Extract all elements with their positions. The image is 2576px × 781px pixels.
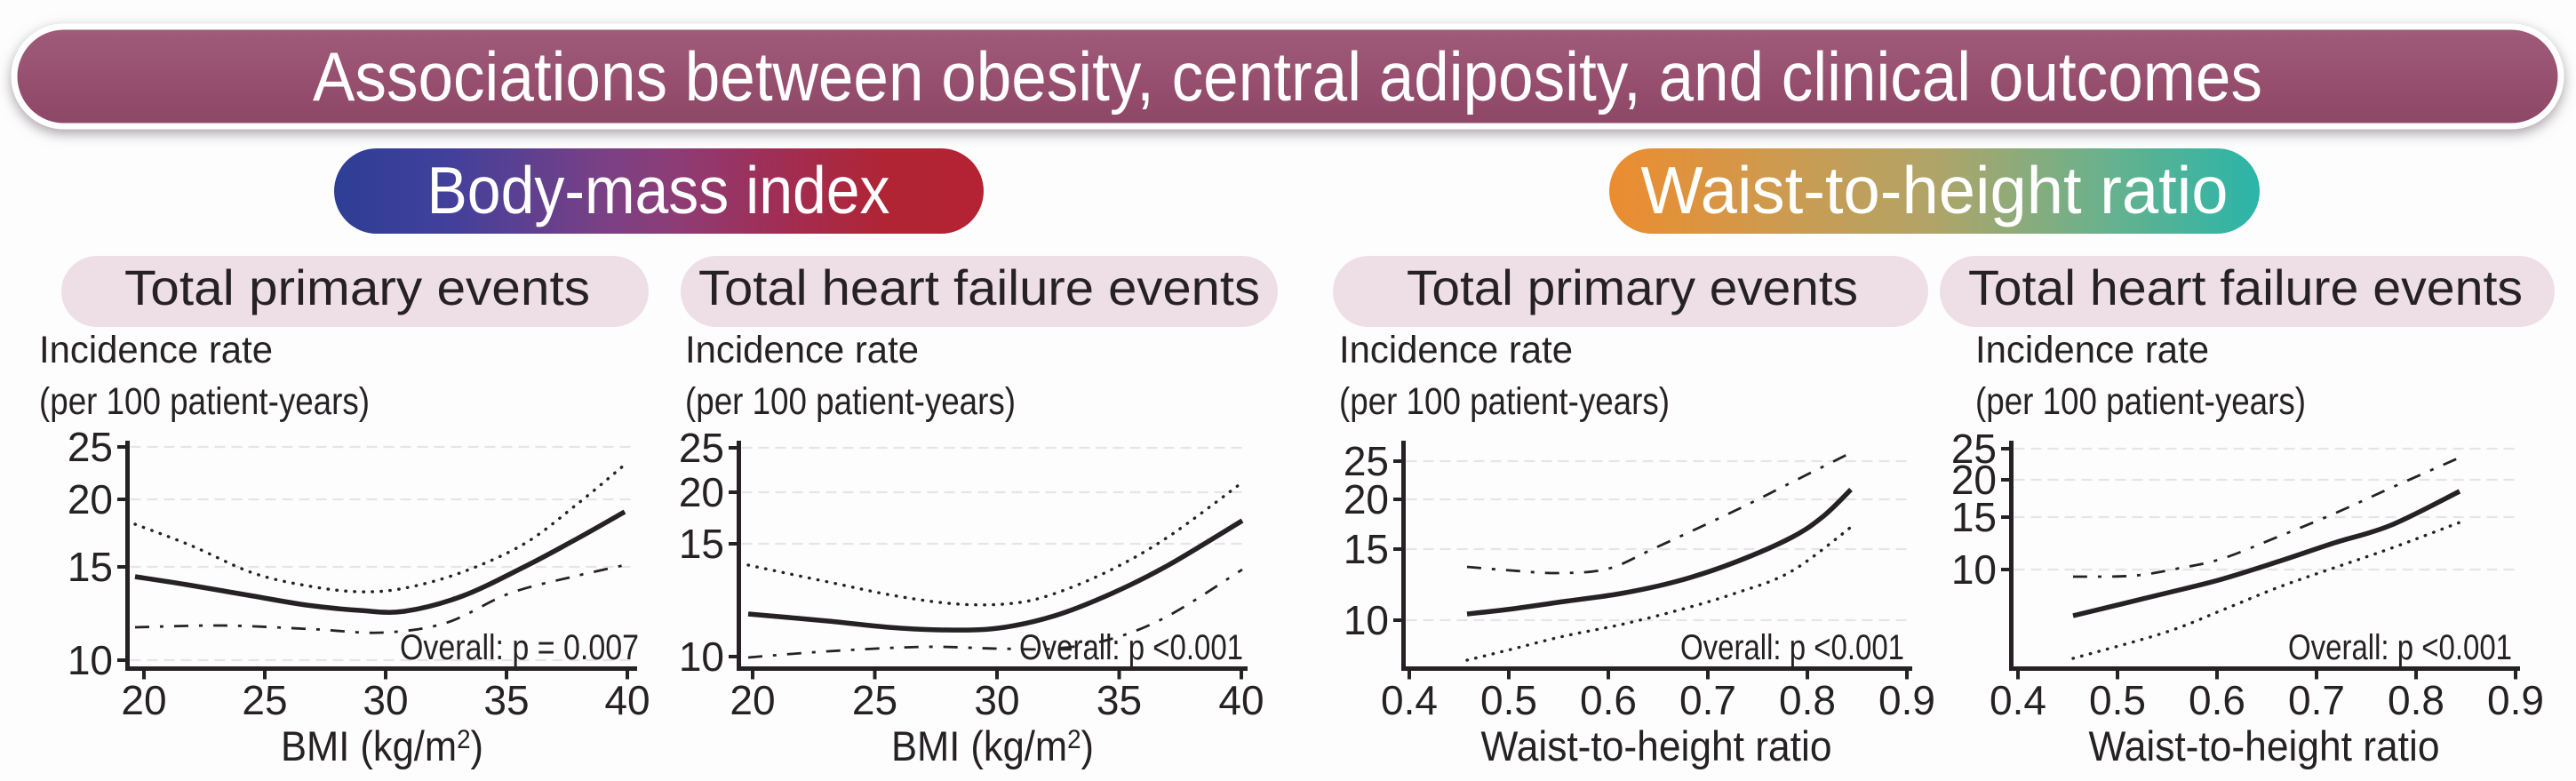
svg-text:0.9: 0.9: [1878, 677, 1935, 723]
svg-text:10: 10: [679, 634, 724, 680]
svg-text:Associations between obesity,: Associations between obesity, central ad…: [313, 37, 2262, 116]
svg-text:15: 15: [679, 521, 724, 567]
svg-text:20: 20: [1344, 476, 1389, 522]
svg-text:BMI (kg/m2): BMI (kg/m2): [891, 722, 1094, 769]
svg-text:Waist-to-height ratio: Waist-to-height ratio: [1641, 153, 2229, 227]
svg-text:(per 100 patient-years): (per 100 patient-years): [1339, 380, 1670, 423]
svg-text:Incidence rate: Incidence rate: [1339, 329, 1573, 371]
svg-text:(per 100 patient-years): (per 100 patient-years): [685, 380, 1016, 423]
svg-text:25: 25: [1344, 438, 1389, 484]
svg-text:(per 100 patient-years): (per 100 patient-years): [1975, 380, 2306, 423]
svg-text:30: 30: [363, 677, 408, 723]
svg-text:25: 25: [852, 677, 897, 723]
svg-text:0.5: 0.5: [1480, 677, 1537, 723]
svg-text:0.4: 0.4: [1990, 677, 2046, 723]
svg-text:BMI (kg/m2): BMI (kg/m2): [281, 722, 483, 769]
svg-text:0.8: 0.8: [1779, 677, 1836, 723]
svg-text:25: 25: [68, 424, 113, 470]
svg-text:Waist-to-height ratio: Waist-to-height ratio: [1481, 722, 1832, 769]
svg-text:15: 15: [1344, 526, 1389, 572]
svg-text:40: 40: [1218, 677, 1264, 723]
svg-text:25: 25: [679, 425, 724, 471]
svg-text:35: 35: [1097, 677, 1142, 723]
svg-text:Overall: p = 0.007: Overall: p = 0.007: [400, 628, 639, 667]
svg-text:0.6: 0.6: [1580, 677, 1637, 723]
svg-text:Overall: p <0.001: Overall: p <0.001: [1680, 628, 1904, 667]
svg-text:15: 15: [68, 544, 113, 590]
svg-text:30: 30: [974, 677, 1019, 723]
svg-text:20: 20: [1951, 457, 1997, 503]
svg-text:10: 10: [68, 637, 113, 683]
svg-text:40: 40: [604, 677, 650, 723]
svg-text:0.7: 0.7: [2288, 677, 2345, 723]
svg-text:15: 15: [1951, 494, 1997, 540]
svg-text:20: 20: [121, 677, 166, 723]
svg-text:25: 25: [242, 677, 287, 723]
svg-text:Incidence rate: Incidence rate: [1975, 329, 2209, 371]
svg-text:0.8: 0.8: [2388, 677, 2444, 723]
svg-text:Total primary events: Total primary events: [1407, 259, 1858, 315]
svg-text:0.9: 0.9: [2487, 677, 2544, 723]
svg-text:Incidence rate: Incidence rate: [39, 329, 273, 371]
svg-text:0.6: 0.6: [2189, 677, 2245, 723]
svg-text:0.5: 0.5: [2089, 677, 2146, 723]
svg-text:Overall: p <0.001: Overall: p <0.001: [1019, 628, 1243, 667]
svg-text:20: 20: [679, 469, 724, 515]
svg-text:Incidence rate: Incidence rate: [685, 329, 919, 371]
svg-text:Body-mass index: Body-mass index: [427, 153, 890, 227]
svg-text:10: 10: [1951, 546, 1997, 593]
svg-text:Total heart failure events: Total heart failure events: [698, 259, 1260, 315]
svg-text:35: 35: [483, 677, 529, 723]
svg-text:0.4: 0.4: [1381, 677, 1438, 723]
svg-text:Waist-to-height ratio: Waist-to-height ratio: [2089, 722, 2440, 769]
svg-text:(per 100 patient-years): (per 100 patient-years): [39, 380, 370, 423]
svg-text:Overall: p <0.001: Overall: p <0.001: [2288, 628, 2512, 667]
svg-text:Total heart failure events: Total heart failure events: [1968, 259, 2523, 315]
svg-text:20: 20: [68, 476, 113, 522]
svg-text:0.7: 0.7: [1679, 677, 1736, 723]
svg-text:Total primary events: Total primary events: [124, 259, 590, 315]
svg-text:10: 10: [1344, 597, 1389, 643]
svg-text:25: 25: [1951, 426, 1997, 472]
svg-text:20: 20: [730, 677, 775, 723]
